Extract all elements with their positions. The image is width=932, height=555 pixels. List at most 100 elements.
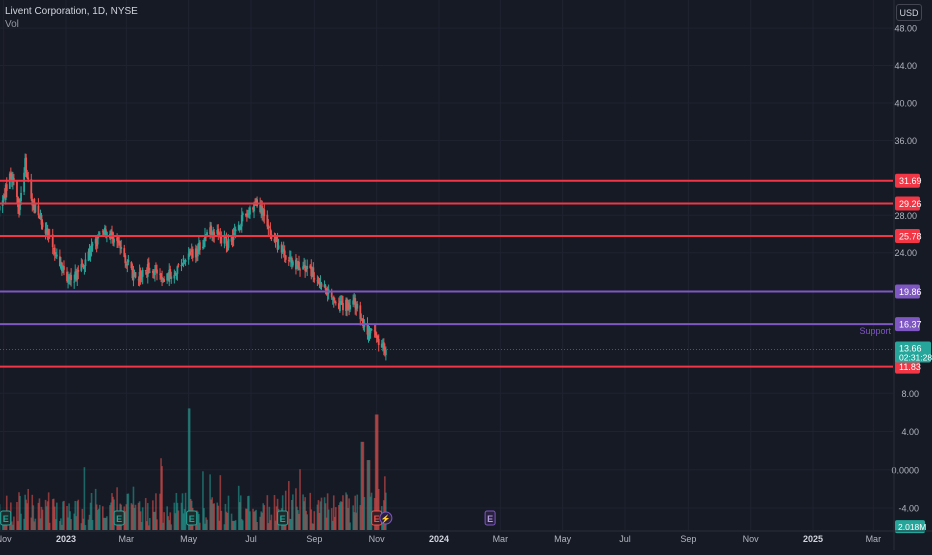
time-axis-label: Nov — [0, 534, 12, 544]
volume-bar — [77, 500, 79, 530]
volume-bar — [271, 515, 273, 530]
volume-bar — [163, 512, 165, 530]
candle-body — [242, 213, 244, 215]
candle-body — [135, 272, 137, 277]
time-axis-label: Nov — [743, 534, 760, 544]
volume-bar — [63, 501, 65, 530]
volume-bar — [228, 496, 230, 530]
volume-bar — [364, 497, 366, 530]
volume-bar — [35, 519, 37, 530]
volume-bar — [263, 505, 265, 530]
volume-axis-tick: 0.0000 — [891, 465, 919, 475]
candle-body — [185, 260, 187, 262]
volume-bar — [335, 507, 337, 530]
candle-body — [356, 304, 358, 309]
earnings-icon: E — [3, 514, 9, 524]
lightning-icon: ⚡ — [381, 514, 391, 524]
candle-body — [77, 270, 79, 272]
time-axis-label: 2024 — [429, 534, 449, 544]
candle-body — [63, 266, 65, 270]
volume-bar — [349, 522, 351, 530]
time-axis-label: 2025 — [803, 534, 823, 544]
time-axis-label: Jul — [245, 534, 257, 544]
candle-body — [235, 230, 237, 232]
candle-body — [92, 244, 94, 245]
volume-bar — [156, 519, 158, 530]
volume-bar — [128, 494, 130, 530]
level-annotation-support: Support — [859, 326, 891, 336]
price-axis-tick: 28.00 — [894, 211, 917, 221]
candle-body — [306, 266, 308, 269]
symbol-title: Livent Corporation, 1D, NYSE — [5, 6, 138, 17]
volume-bar — [249, 511, 251, 530]
earnings-icon: E — [189, 514, 195, 524]
volume-bar — [235, 520, 237, 530]
candle-body — [228, 239, 230, 248]
candle-body — [313, 278, 315, 279]
countdown-label: 02:31:28 — [899, 352, 932, 362]
volume-bar — [199, 523, 201, 530]
time-axis-label: May — [180, 534, 198, 544]
candle-body — [249, 207, 251, 214]
level-price-label: 29.26 — [899, 199, 922, 209]
candle-body — [349, 305, 351, 309]
currency-button[interactable]: USD — [896, 4, 922, 21]
candle-body — [299, 270, 301, 271]
candle-body — [27, 178, 29, 180]
volume-axis-tick: 4.00 — [901, 427, 919, 437]
candle-body — [199, 242, 201, 250]
level-price-label: 25.78 — [899, 232, 922, 242]
time-axis-label: May — [554, 534, 572, 544]
volume-bar — [84, 467, 86, 530]
candle-body — [263, 209, 265, 216]
volume-label: Vol — [5, 19, 19, 30]
time-axis-label: Mar — [866, 534, 882, 544]
price-axis-tick: 40.00 — [894, 98, 917, 108]
candle-body — [298, 262, 300, 268]
volume-bar — [142, 507, 144, 530]
volume-bar — [13, 517, 15, 530]
volume-bar — [42, 510, 44, 530]
candle-body — [73, 282, 75, 283]
candle-body — [20, 193, 22, 201]
level-price-label: 19.86 — [899, 287, 922, 297]
candle-body — [170, 276, 172, 279]
candle-body — [85, 260, 87, 267]
candle-body — [38, 206, 40, 216]
volume-bar — [221, 511, 223, 530]
volume-bar — [149, 518, 151, 530]
volume-bar — [206, 520, 208, 530]
earnings-icon: E — [487, 514, 493, 524]
time-axis-label: Mar — [493, 534, 509, 544]
candle-body — [278, 245, 280, 248]
price-axis-tick: 44.00 — [894, 61, 917, 71]
time-axis-label: Sep — [306, 534, 322, 544]
volume-bar — [242, 520, 244, 530]
volume-bar — [356, 495, 358, 530]
volume-axis-tick: -4.00 — [898, 504, 919, 514]
time-axis-label: Jul — [619, 534, 631, 544]
volume-bar — [178, 511, 180, 530]
volume-bar — [256, 522, 258, 530]
candle-body — [192, 249, 194, 258]
volume-bar — [299, 469, 301, 530]
candle-body — [142, 270, 144, 277]
price-axis-tick: 36.00 — [894, 136, 917, 146]
candle-body — [163, 279, 165, 282]
volume-bar — [213, 503, 215, 530]
level-price-label: 31.69 — [899, 176, 922, 186]
candle-body — [99, 233, 101, 234]
candle-body — [127, 260, 129, 262]
time-axis-label: Mar — [119, 534, 135, 544]
volume-bar — [135, 505, 137, 530]
candle-body — [370, 331, 372, 334]
volume-axis-tick: 8.00 — [901, 389, 919, 399]
candle-body — [385, 349, 387, 355]
candle-body — [378, 339, 380, 345]
volume-bar — [170, 524, 172, 530]
candle-body — [34, 204, 36, 212]
volume-bar — [306, 514, 308, 530]
earnings-icon: E — [374, 514, 380, 524]
